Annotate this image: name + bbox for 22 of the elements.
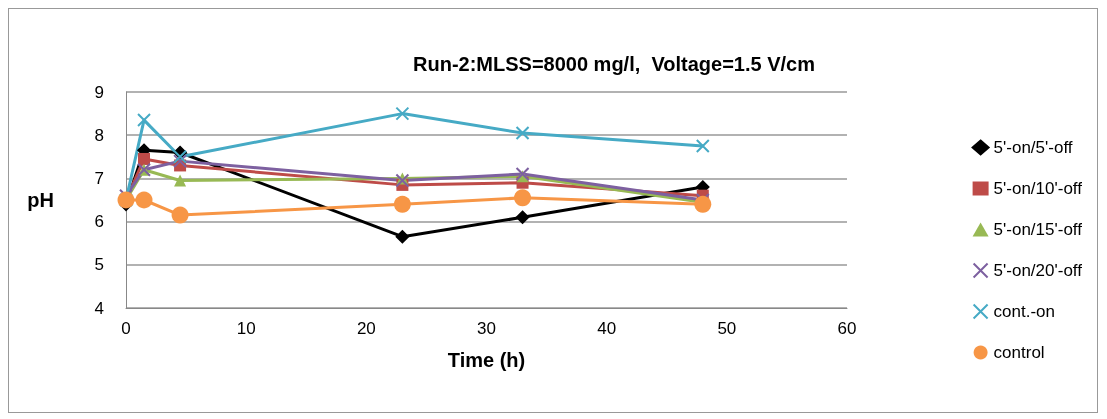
legend-label: cont.-on (993, 302, 1056, 321)
legend-label: 5'-on/20'-off (993, 261, 1083, 280)
legend-label: control (993, 343, 1045, 362)
x-tick-label: 30 (477, 319, 496, 338)
y-axis-title: pH (27, 189, 54, 211)
x-tick-label: 20 (356, 319, 376, 338)
legend-label: 5'-on/10'-off (993, 179, 1083, 198)
legend-label: 5'-on/15'-off (993, 220, 1083, 239)
y-tick-label: 7 (94, 168, 104, 188)
x-tick-label: 60 (837, 319, 857, 338)
x-tick-label: 10 (236, 319, 256, 338)
legend-label: 5'-on/5'-off (993, 138, 1073, 157)
x-tick-label: 40 (597, 319, 617, 338)
y-tick-label: 9 (94, 82, 104, 102)
x-tick-label: 50 (717, 319, 737, 338)
chart-title: Run-2:MLSS=8000 mg/l, Voltage=1.5 V/cm (413, 53, 815, 75)
y-tick-label: 8 (94, 125, 104, 145)
y-tick-label: 6 (94, 212, 104, 232)
y-tick-label: 5 (94, 255, 104, 275)
y-tick-label: 4 (94, 298, 104, 318)
x-tick-label: 0 (121, 319, 131, 338)
x-axis-title: Time (h) (447, 349, 526, 371)
